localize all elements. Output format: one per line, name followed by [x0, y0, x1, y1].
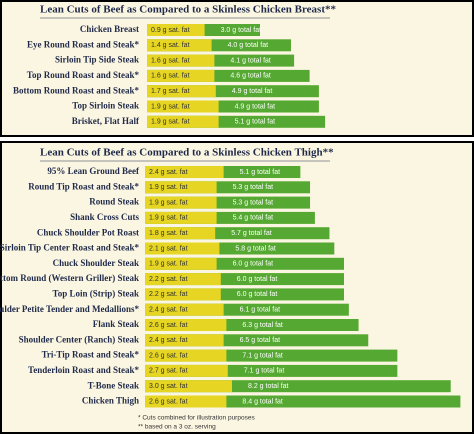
cut-name: Top Round Roast and Steak* [27, 70, 140, 80]
total-fat-label: 5.8 g total fat [235, 245, 276, 252]
cut-name: Tenderloin Roast and Steak* [28, 365, 139, 375]
cut-name: Chicken Thigh [82, 396, 139, 406]
sat-fat-label: 1.9 g sat. fat [151, 103, 190, 110]
sat-fat-bar [145, 303, 224, 316]
sat-fat-label: 1.6 g sat. fat [151, 57, 190, 64]
total-fat-label: 5.3 g total fat [233, 199, 274, 206]
cut-name: T-Bone Steak [88, 380, 139, 390]
sat-fat-bar [145, 288, 221, 301]
total-fat-label: 6.0 g total fat [233, 261, 274, 268]
total-fat-label: 6.0 g total fat [237, 276, 278, 283]
sat-fat-bar [145, 181, 217, 194]
cut-name: Round Steak [89, 197, 139, 207]
sat-fat-bar [145, 166, 224, 178]
sat-fat-label: 2.4 g sat. fat [149, 337, 188, 344]
cut-name: Chuck Shoulder Steak [53, 258, 139, 268]
sat-fat-bar [145, 319, 227, 331]
total-fat-label: 6.1 g total fat [240, 307, 281, 314]
cut-name: 95% Lean Ground Beef [47, 166, 140, 176]
cut-name: Top Sirloin Steak [72, 101, 139, 111]
sat-fat-bar [145, 196, 217, 209]
sat-fat-label: 2.6 g sat. fat [149, 398, 188, 405]
sat-fat-label: 2.4 g sat. fat [149, 307, 188, 314]
total-fat-label: 4.0 g total fat [228, 42, 269, 49]
sat-fat-label: 2.1 g sat. fat [149, 245, 188, 252]
cut-name: Eye Round Roast and Steak* [27, 39, 140, 49]
cut-name: Round Tip Roast and Steak* [28, 181, 139, 191]
cut-name: Bottom Round (Western Griller) Steak [0, 273, 139, 283]
sat-fat-bar [145, 227, 216, 240]
cut-name: Chicken Breast [80, 24, 139, 34]
sat-fat-label: 2.2 g sat. fat [149, 276, 188, 283]
sat-fat-bar [147, 85, 216, 98]
total-fat-label: 8.4 g total fat [242, 398, 283, 405]
total-fat-label: 4.1 g total fat [230, 57, 271, 64]
sat-fat-label: 1.4 g sat. fat [151, 42, 190, 49]
cut-name: Tri-Tip Roast and Steak* [42, 350, 140, 360]
total-fat-label: 6.5 g total fat [240, 337, 281, 344]
sat-fat-bar [145, 364, 228, 377]
sat-fat-bar [147, 100, 219, 113]
sat-fat-label: 1.9 g sat. fat [149, 261, 188, 268]
total-fat-label: 8.2 g total fat [248, 383, 289, 390]
sat-fat-label: 2.7 g sat. fat [149, 368, 188, 375]
total-fat-label: 5.7 g total fat [231, 230, 272, 237]
sat-fat-label: 2.6 g sat. fat [149, 352, 188, 359]
cut-name: Bottom Round Roast and Steak* [13, 85, 140, 95]
cut-name: Top Loin (Strip) Steak [53, 288, 139, 298]
sat-fat-label: 2.2 g sat. fat [149, 291, 188, 298]
total-fat-label: 5.1 g total fat [235, 119, 276, 126]
cut-name: Flank Steak [93, 319, 139, 329]
total-fat-label: 7.1 g total fat [244, 368, 285, 375]
cut-name: Shoulder Center (Ranch) Steak [19, 334, 139, 344]
panel-1 [0, 0, 474, 137]
total-fat-label: 3.0 g total fat [221, 27, 262, 34]
sat-fat-label: 2.6 g sat. fat [149, 322, 188, 329]
sat-fat-bar [145, 211, 217, 224]
cut-name: Shoulder Petite Tender and Medallions* [0, 304, 139, 314]
sat-fat-bar [145, 395, 227, 408]
sat-fat-bar [145, 257, 217, 270]
cut-name: Shank Cross Cuts [70, 212, 139, 222]
sat-fat-label: 0.9 g sat. fat [151, 27, 190, 34]
sat-fat-label: 1.9 g sat. fat [151, 119, 190, 126]
total-fat-label: 4.9 g total fat [235, 103, 276, 110]
sat-fat-bar [147, 39, 212, 52]
sat-fat-bar [147, 24, 205, 36]
cut-name: Sirloin Tip Side Steak [55, 55, 139, 65]
sat-fat-label: 1.9 g sat. fat [149, 215, 188, 222]
sat-fat-label: 1.7 g sat. fat [151, 88, 190, 95]
sat-fat-bar [145, 273, 221, 286]
total-fat-label: 5.4 g total fat [233, 215, 274, 222]
sat-fat-bar [145, 349, 227, 362]
total-fat-label: 7.1 g total fat [242, 352, 283, 359]
total-fat-label: 4.6 g total fat [230, 73, 271, 80]
total-fat-label: 5.3 g total fat [233, 184, 274, 191]
cut-name: Chuck Shoulder Pot Roast [37, 227, 139, 237]
sat-fat-label: 1.8 g sat. fat [149, 230, 188, 237]
sat-fat-bar [147, 54, 215, 67]
footnote: * Cuts combined for illustration purpose… [138, 415, 255, 422]
panel-title: Lean Cuts of Beef as Compared to a Skinl… [40, 4, 336, 16]
sat-fat-label: 1.9 g sat. fat [149, 184, 188, 191]
sat-fat-bar [145, 334, 224, 347]
sat-fat-bar [147, 115, 219, 128]
footnote: ** based on a 3 oz. serving [138, 424, 216, 431]
sat-fat-bar [145, 242, 220, 255]
sat-fat-bar [147, 69, 215, 82]
total-fat-label: 6.3 g total fat [242, 322, 283, 329]
panel-title: Lean Cuts of Beef as Compared to a Skinl… [40, 147, 334, 159]
total-fat-label: 6.0 g total fat [237, 291, 278, 298]
sat-fat-label: 1.9 g sat. fat [149, 199, 188, 206]
total-fat-label: 4.9 g total fat [232, 88, 273, 95]
sat-fat-label: 1.6 g sat. fat [151, 73, 190, 80]
cut-name: Brisket, Flat Half [72, 116, 140, 126]
sat-fat-label: 3.0 g sat. fat [149, 383, 188, 390]
total-fat-label: 5.1 g total fat [240, 169, 281, 176]
sat-fat-bar [145, 380, 232, 393]
cut-name: Sirloin Tip Center Roast and Steak* [0, 243, 139, 253]
sat-fat-label: 2.4 g sat. fat [149, 169, 188, 176]
